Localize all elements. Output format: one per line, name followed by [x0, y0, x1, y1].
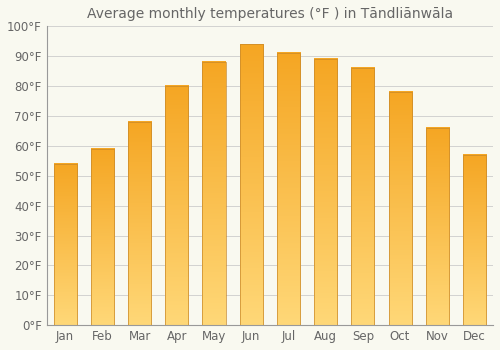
Bar — [91, 149, 114, 325]
Bar — [388, 92, 411, 325]
Bar — [352, 68, 374, 325]
Bar — [128, 122, 151, 325]
Bar — [240, 44, 262, 325]
Title: Average monthly temperatures (°F ) in Tāndliānwāla: Average monthly temperatures (°F ) in Tā… — [86, 7, 453, 21]
Bar — [463, 155, 486, 325]
Bar — [277, 53, 300, 325]
Bar — [54, 164, 76, 325]
Bar — [426, 128, 449, 325]
Bar — [166, 86, 188, 325]
Bar — [314, 59, 337, 325]
Bar — [202, 62, 226, 325]
